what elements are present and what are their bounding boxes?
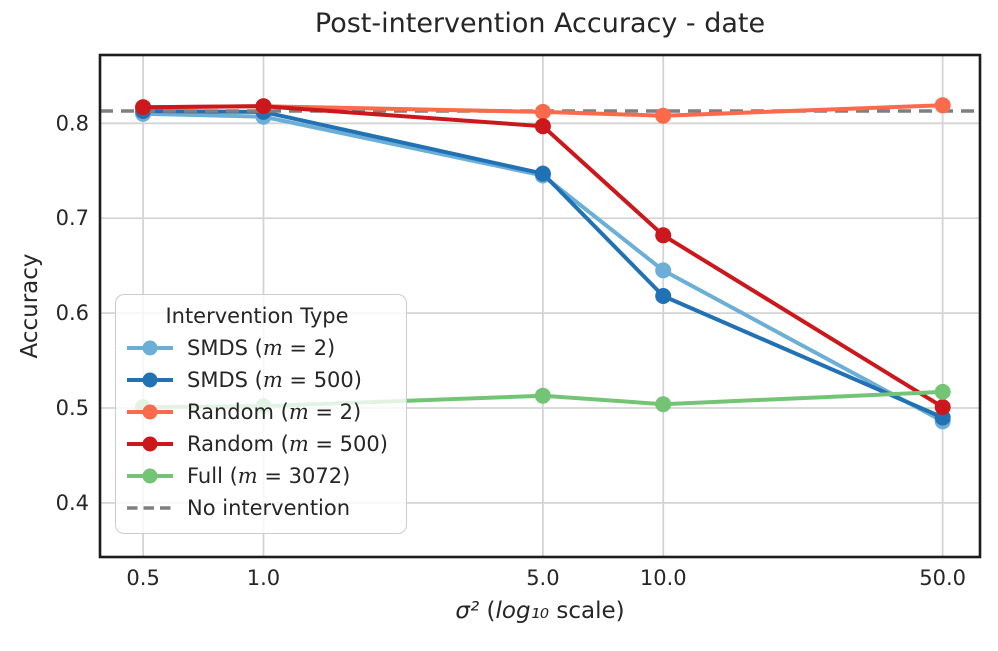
x-tick-label: 0.5 xyxy=(126,566,159,590)
x-axis-label-part: scale) xyxy=(549,598,625,624)
axes-spines xyxy=(98,53,982,559)
x-tick-labels: 0.5 1.0 5.0 10.0 50.0 xyxy=(126,566,966,590)
legend: Intervention Type SMDS (m = 2) SMDS (m =… xyxy=(115,294,407,534)
y-tick-labels: 0.4 0.5 0.6 0.7 0.8 xyxy=(56,111,89,515)
data-point-marker xyxy=(135,99,152,116)
legend-line-marker-swatch xyxy=(127,468,173,484)
x-axis-label-part: σ² xyxy=(455,598,480,624)
x-tick-label: 5.0 xyxy=(526,566,559,590)
data-point-marker xyxy=(255,98,272,115)
x-axis-label-part: log₁₀ xyxy=(495,598,550,624)
y-tick-label: 0.7 xyxy=(56,206,89,230)
y-tick-label: 0.5 xyxy=(56,396,89,420)
data-point-marker xyxy=(934,97,951,114)
x-tick-label: 10.0 xyxy=(640,566,687,590)
x-tick-label: 50.0 xyxy=(919,566,966,590)
x-axis-label: σ² (log₁₀ scale) xyxy=(100,598,980,624)
legend-dashed-line-swatch xyxy=(127,506,173,510)
legend-item: SMDS (m = 500) xyxy=(126,364,388,396)
legend-item-label: SMDS (m = 2) xyxy=(187,336,336,360)
data-point-marker xyxy=(534,103,551,120)
legend-line-marker-swatch xyxy=(127,436,173,452)
data-point-marker xyxy=(655,107,672,124)
x-axis-label-part: ( xyxy=(479,598,496,624)
x-tick-label: 1.0 xyxy=(247,566,280,590)
data-point-marker xyxy=(655,262,672,279)
legend-item: Random (m = 2) xyxy=(126,396,388,428)
data-point-marker xyxy=(934,383,951,400)
legend-item: SMDS (m = 2) xyxy=(126,332,388,364)
data-point-marker xyxy=(534,118,551,135)
data-point-marker xyxy=(534,165,551,182)
legend-line-marker-swatch xyxy=(127,340,173,356)
legend-item: Random (m = 500) xyxy=(126,428,388,460)
series-line xyxy=(135,98,951,416)
legend-line-marker-swatch xyxy=(127,372,173,388)
legend-item-label: Full (m = 3072) xyxy=(187,464,351,488)
legend-item-label: No intervention xyxy=(187,496,351,520)
legend-item-label: SMDS (m = 500) xyxy=(187,368,362,392)
legend-item-label: Random (m = 2) xyxy=(187,400,362,424)
legend-item: No intervention xyxy=(126,492,388,524)
y-tick-label: 0.4 xyxy=(56,491,89,515)
chart-title: Post-intervention Accuracy - date xyxy=(314,8,766,39)
legend-item: Full (m = 3072) xyxy=(126,460,388,492)
legend-item-label: Random (m = 500) xyxy=(187,432,388,456)
data-point-marker xyxy=(655,396,672,413)
y-tick-label: 0.6 xyxy=(56,301,89,325)
data-point-marker xyxy=(534,387,551,404)
legend-line-marker-swatch xyxy=(127,404,173,420)
data-point-marker xyxy=(655,227,672,244)
data-point-marker xyxy=(934,399,951,416)
y-tick-label: 0.8 xyxy=(56,111,89,135)
data-point-marker xyxy=(655,288,672,304)
legend-title: Intervention Type xyxy=(165,304,349,328)
